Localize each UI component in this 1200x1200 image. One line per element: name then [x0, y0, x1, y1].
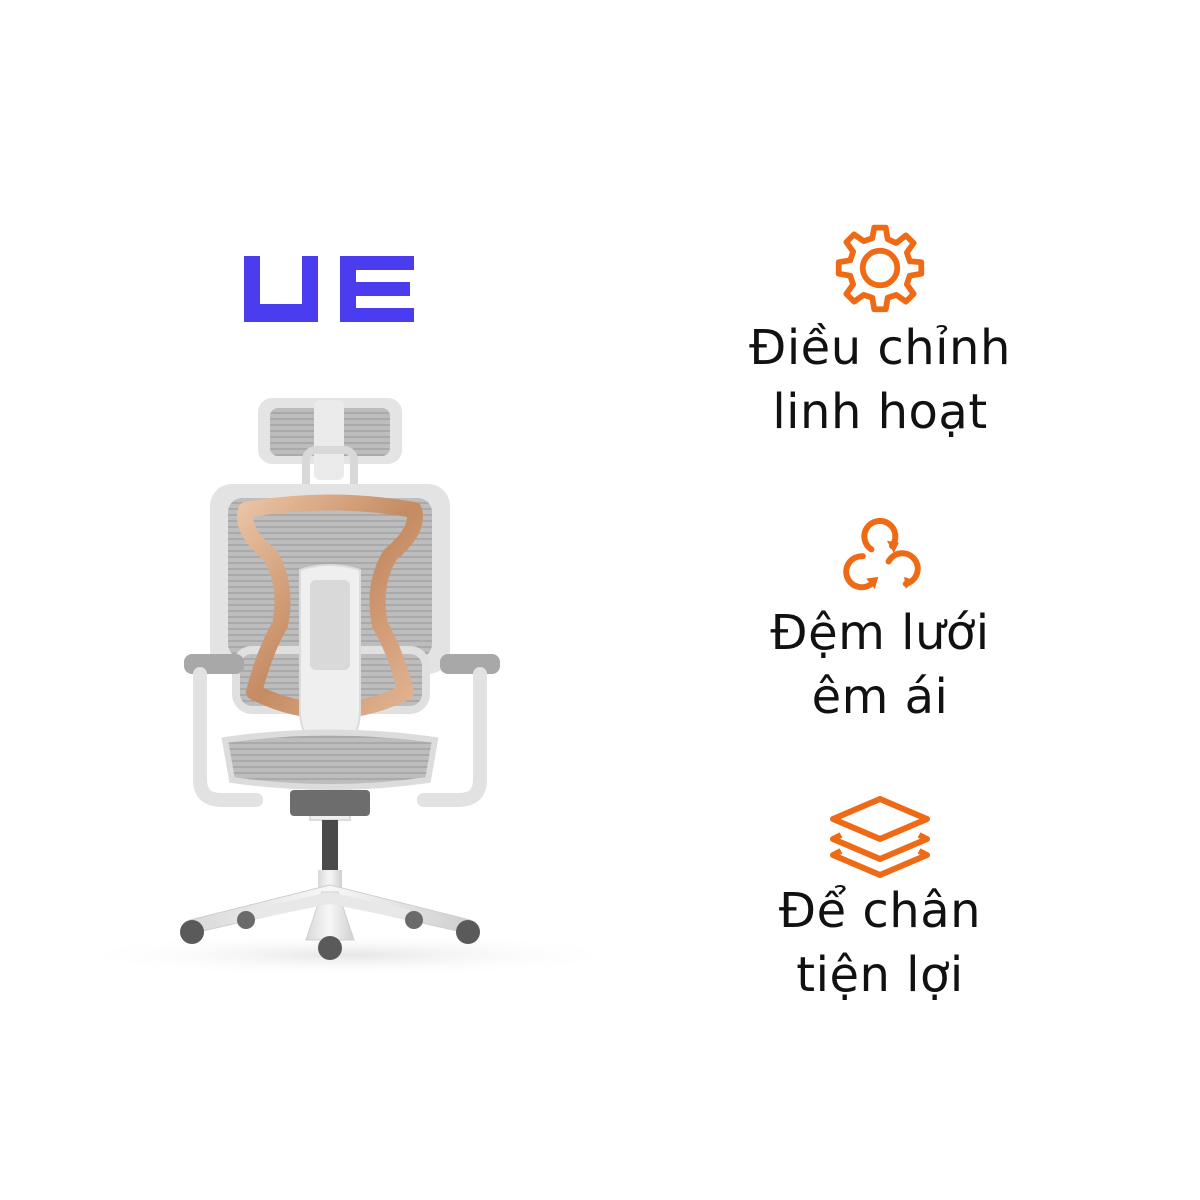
office-chair-image: [70, 398, 630, 977]
feature-adjustable: Điều chỉnh linh hoạt: [700, 220, 1060, 444]
feature-label-line1: Điều chỉnh: [749, 320, 1011, 376]
feature-label-line1: Đệm lưới: [770, 605, 990, 661]
feature-footrest: Để chân tiện lợi: [700, 795, 1060, 1007]
feature-label-line2: êm ái: [811, 669, 949, 725]
feature-mesh-cushion: Đệm lưới êm ái: [700, 515, 1060, 729]
feature-label-line2: tiện lợi: [796, 947, 964, 1003]
layers-icon: [830, 796, 930, 878]
feature-label-line1: Để chân: [778, 883, 982, 939]
brand-logo: [244, 256, 414, 322]
gear-icon: [835, 224, 925, 313]
refresh-cycle-icon: [843, 517, 921, 591]
feature-label-line2: linh hoạt: [772, 384, 988, 440]
